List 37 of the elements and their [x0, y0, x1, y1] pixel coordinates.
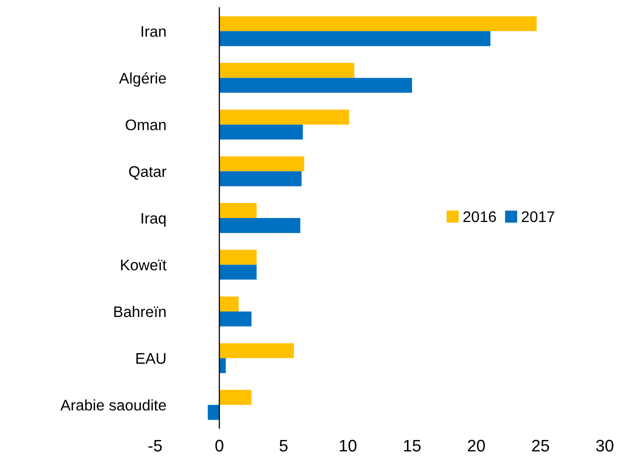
bar	[219, 110, 350, 125]
bar	[219, 343, 294, 358]
y-tick-label: Koweït	[121, 260, 166, 270]
y-tick-label: Algérie	[119, 72, 166, 87]
bar	[219, 264, 257, 280]
x-tick-label: -5	[148, 440, 162, 452]
x-tick-label: 10	[340, 440, 356, 452]
bar	[219, 250, 257, 265]
x-tick-label: 0	[215, 440, 224, 452]
y-tick-label: Iran	[142, 26, 166, 37]
x-tick-label: 20	[468, 440, 485, 452]
bar	[219, 124, 303, 140]
bar	[219, 156, 304, 172]
legend-label: 2016	[463, 211, 496, 222]
x-tick-label: 5	[280, 440, 288, 452]
bar	[219, 16, 537, 32]
x-tick-label: 30	[596, 440, 614, 452]
x-tick-label: 15	[404, 440, 421, 452]
x-tick-label: 25	[532, 440, 550, 452]
y-tick-label: EAU	[136, 353, 166, 364]
bar	[219, 311, 252, 326]
bar	[219, 390, 252, 405]
bar	[219, 31, 490, 46]
bar	[219, 171, 302, 186]
y-tick-label: Arabie saoudite	[60, 399, 166, 411]
legend-label: 2017	[522, 211, 554, 222]
bar	[219, 218, 300, 233]
bar	[219, 62, 354, 78]
bar	[219, 358, 226, 374]
y-tick-label: Iraq	[142, 213, 166, 227]
y-tick-label: Oman	[126, 119, 166, 130]
bar	[208, 404, 220, 420]
bar	[219, 296, 239, 312]
bar	[219, 203, 257, 218]
y-tick-label: Bahreïn	[114, 306, 166, 318]
bar	[219, 78, 412, 93]
y-tick-label: Qatar	[129, 166, 166, 180]
